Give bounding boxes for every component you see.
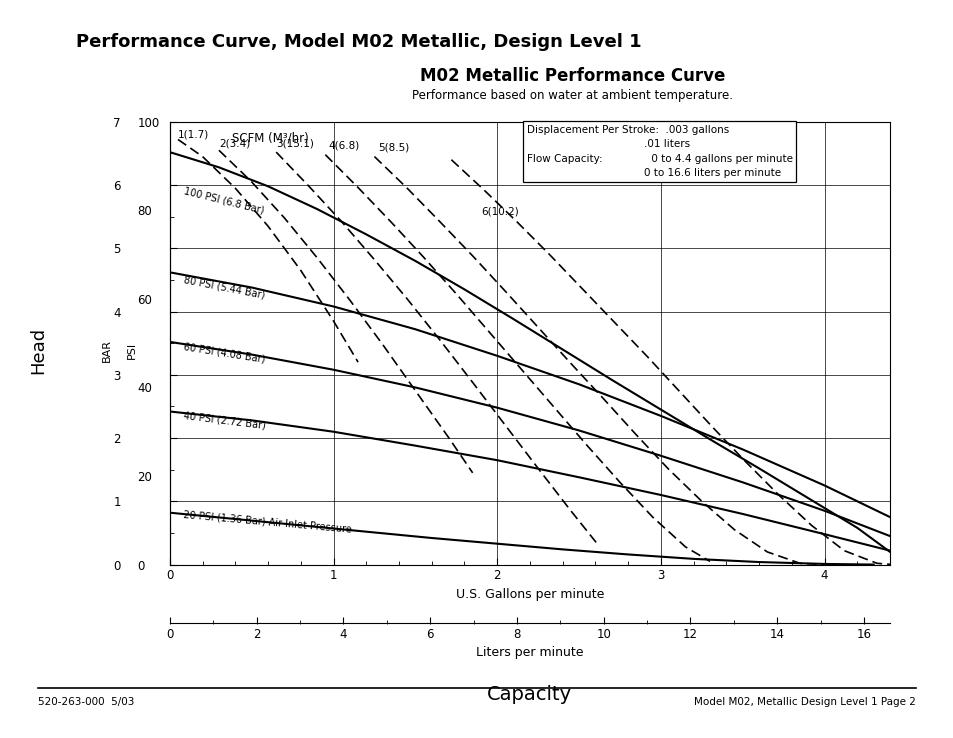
Text: 3(15.1): 3(15.1) [276, 138, 314, 148]
Text: Capacity: Capacity [486, 685, 572, 704]
Text: Model M02, Metallic Design Level 1 Page 2: Model M02, Metallic Design Level 1 Page … [693, 697, 915, 708]
Text: 20 PSI (1.36 Bar) Air Inlet Pressure: 20 PSI (1.36 Bar) Air Inlet Pressure [183, 509, 352, 534]
Text: 1(1.7): 1(1.7) [178, 129, 209, 139]
X-axis label: Liters per minute: Liters per minute [476, 646, 583, 659]
Text: 520-263-000  5/03: 520-263-000 5/03 [38, 697, 134, 708]
Text: 2(3.4): 2(3.4) [218, 138, 250, 148]
Text: Performance Curve, Model M02 Metallic, Design Level 1: Performance Curve, Model M02 Metallic, D… [76, 33, 641, 51]
Text: Performance based on water at ambient temperature.: Performance based on water at ambient te… [412, 89, 732, 102]
Text: 4(6.8): 4(6.8) [328, 140, 359, 151]
Text: 100 PSI (6.8 Bar): 100 PSI (6.8 Bar) [183, 186, 265, 215]
Text: 5(8.5): 5(8.5) [377, 142, 409, 152]
Text: PSI: PSI [127, 342, 136, 359]
Text: M02 Metallic Performance Curve: M02 Metallic Performance Curve [419, 67, 724, 85]
Text: 40 PSI (2.72 Bar): 40 PSI (2.72 Bar) [183, 410, 266, 430]
Text: 80 PSI (5.44 Bar): 80 PSI (5.44 Bar) [183, 275, 266, 300]
Text: BAR: BAR [102, 339, 112, 362]
X-axis label: U.S. Gallons per minute: U.S. Gallons per minute [456, 588, 603, 601]
Text: 60 PSI (4.08 Bar): 60 PSI (4.08 Bar) [183, 341, 266, 364]
Text: Displacement Per Stroke:  .003 gallons
                                    .01 l: Displacement Per Stroke: .003 gallons .0… [526, 125, 792, 178]
Text: SCFM (M³/hr): SCFM (M³/hr) [232, 131, 309, 144]
Text: Head: Head [30, 327, 47, 374]
Text: 6(10.2): 6(10.2) [480, 207, 518, 217]
